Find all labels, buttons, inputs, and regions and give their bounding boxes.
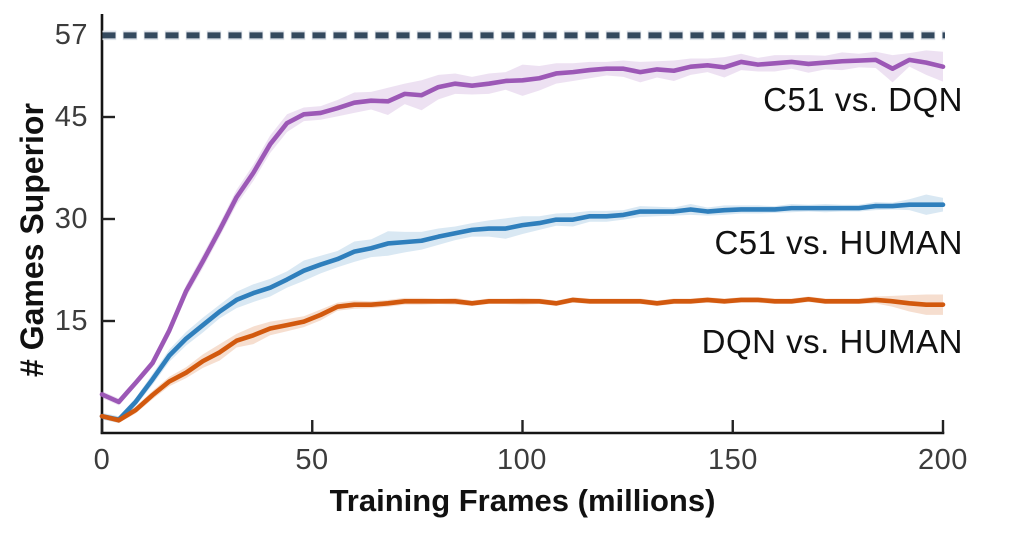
x-tick-label-150: 150: [708, 444, 758, 476]
y-tick-label-57: 57: [54, 19, 88, 51]
x-tick-label-100: 100: [497, 444, 547, 476]
y-tick-label-45: 45: [54, 101, 88, 133]
x-tick-label-50: 50: [295, 444, 329, 476]
series-label-dqn-vs-human: DQN vs. HUMAN: [701, 323, 963, 360]
series-line-c51-vs-human: [99, 202, 946, 422]
y-tick-label-15: 15: [54, 305, 88, 337]
series-line-dqn-vs-human: [99, 296, 946, 423]
x-axis-title: Training Frames (millions): [329, 483, 716, 518]
series-line-c51-vs-dqn: [99, 57, 946, 405]
y-axis-title: # Games Superior: [14, 103, 50, 377]
x-tick-label-0: 0: [93, 444, 111, 476]
x-tick-label-200: 200: [918, 444, 968, 476]
series-label-c51-vs-human: C51 vs. HUMAN: [714, 224, 963, 261]
y-tick-label-30: 30: [54, 203, 88, 235]
series-label-c51-vs-dqn: C51 vs. DQN: [763, 81, 963, 118]
